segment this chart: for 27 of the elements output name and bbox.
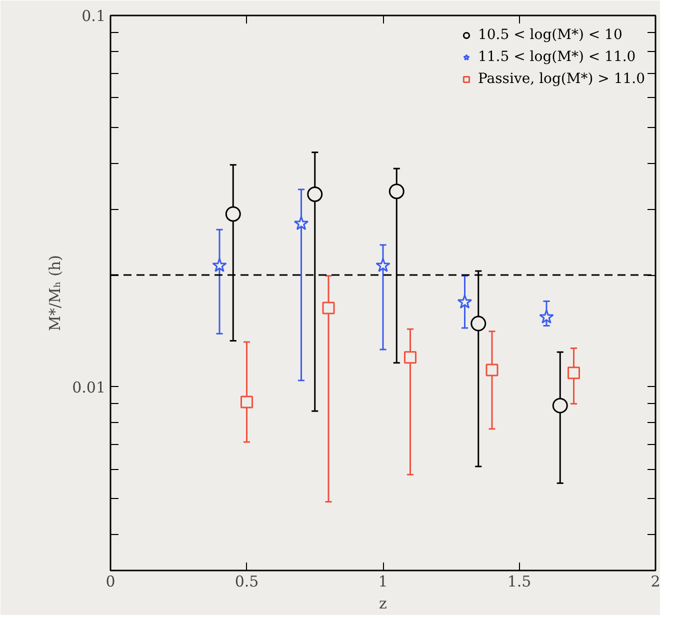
legend-label: 11.5 < log(M*) < 11.0: [478, 49, 636, 65]
point: [404, 351, 416, 364]
legend-label: Passive, log(M*) > 11.0: [478, 71, 645, 87]
point: [294, 216, 309, 230]
point: [552, 398, 568, 414]
x-axis-title: z: [379, 594, 388, 612]
point: [539, 309, 554, 324]
point: [212, 258, 227, 272]
point: [240, 396, 253, 408]
y-tick-label: 0.1: [82, 7, 106, 25]
x-tick-label: 0.5: [234, 572, 259, 590]
legend-label: 10.5 < log(M*) < 10: [478, 27, 622, 43]
point: [486, 364, 498, 376]
y-axis-title: M*/Mₕ (h): [46, 255, 64, 331]
point: [322, 302, 335, 314]
y-tick-label: 0.01: [72, 378, 106, 396]
point: [470, 316, 486, 332]
point: [457, 294, 472, 309]
x-tick-label: 1.5: [507, 572, 532, 590]
point: [307, 186, 323, 202]
point: [388, 184, 404, 200]
x-tick-label: 1: [378, 572, 388, 590]
point: [568, 366, 580, 380]
x-tick-label: 2: [650, 572, 660, 590]
point: [376, 258, 390, 272]
point: [225, 206, 241, 222]
x-tick-label: 0: [106, 572, 116, 590]
